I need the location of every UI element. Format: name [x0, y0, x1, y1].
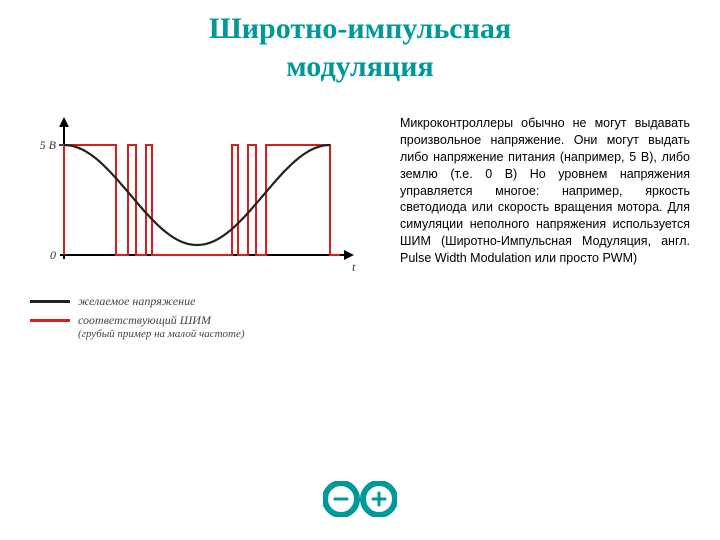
content-row: 5 В 0 t желаемое напряжение соответствующи…: [0, 85, 720, 340]
figure-column: 5 В 0 t желаемое напряжение соответствующи…: [30, 115, 380, 340]
legend-desired-label: желаемое напряжение: [78, 294, 195, 309]
title-line-1: Широтно-импульсная: [209, 12, 511, 45]
legend-swatch-pwm: [30, 319, 70, 322]
svg-text:0: 0: [50, 248, 56, 262]
legend-swatch-desired: [30, 300, 70, 303]
infinity-icon: [323, 481, 397, 517]
legend-desired: желаемое напряжение: [30, 294, 380, 309]
svg-text:5 В: 5 В: [40, 138, 57, 152]
legend-pwm-label: соответствующий ШИМ: [78, 313, 211, 328]
body-text: Микроконтроллеры обычно не могут выдават…: [400, 115, 690, 340]
legend-note: (грубый пример на малой частоте): [78, 328, 380, 340]
title-line-2: модуляция: [286, 50, 433, 83]
page-title: Широтно-импульсная модуляция: [0, 0, 720, 85]
svg-text:t: t: [352, 260, 356, 274]
legend-pwm: соответствующий ШИМ: [30, 313, 380, 328]
arduino-logo: [323, 481, 397, 522]
pwm-chart: 5 В 0 t: [30, 115, 360, 285]
